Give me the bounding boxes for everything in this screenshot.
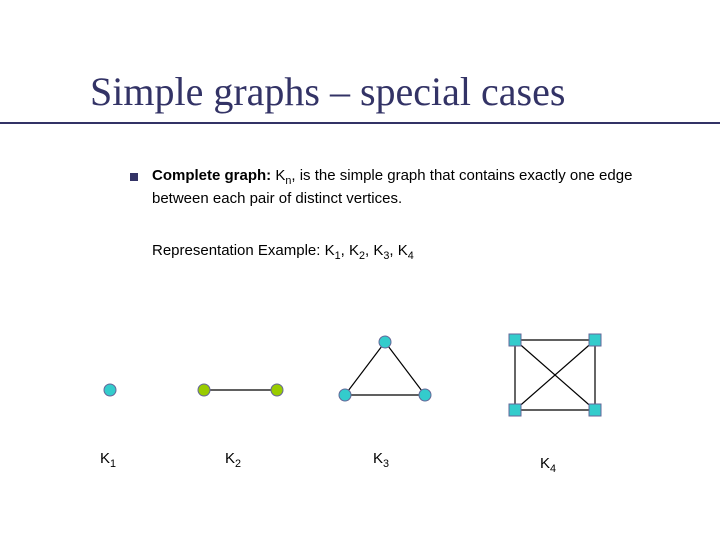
page-title: Simple graphs – special cases	[90, 68, 565, 115]
graph-k3	[330, 330, 440, 410]
graph-k2	[192, 375, 292, 405]
term-bold: Complete graph:	[152, 167, 271, 184]
bullet-icon	[130, 173, 138, 181]
definition-text: Complete graph: Kn, is the simple graph …	[152, 166, 672, 209]
title-underline	[0, 122, 720, 124]
label-k1: K1	[100, 450, 116, 470]
label-k2: K2	[225, 450, 241, 470]
label-k3: K3	[373, 450, 389, 470]
kn-symbol: Kn	[275, 167, 291, 184]
label-k4: K4	[540, 455, 556, 475]
rep-items: K1, K2, K3, K4	[325, 242, 414, 259]
graph-k4	[500, 325, 610, 425]
representation-label: Representation Example: K1, K2, K3, K4	[152, 242, 414, 262]
graph-k1	[95, 375, 125, 405]
